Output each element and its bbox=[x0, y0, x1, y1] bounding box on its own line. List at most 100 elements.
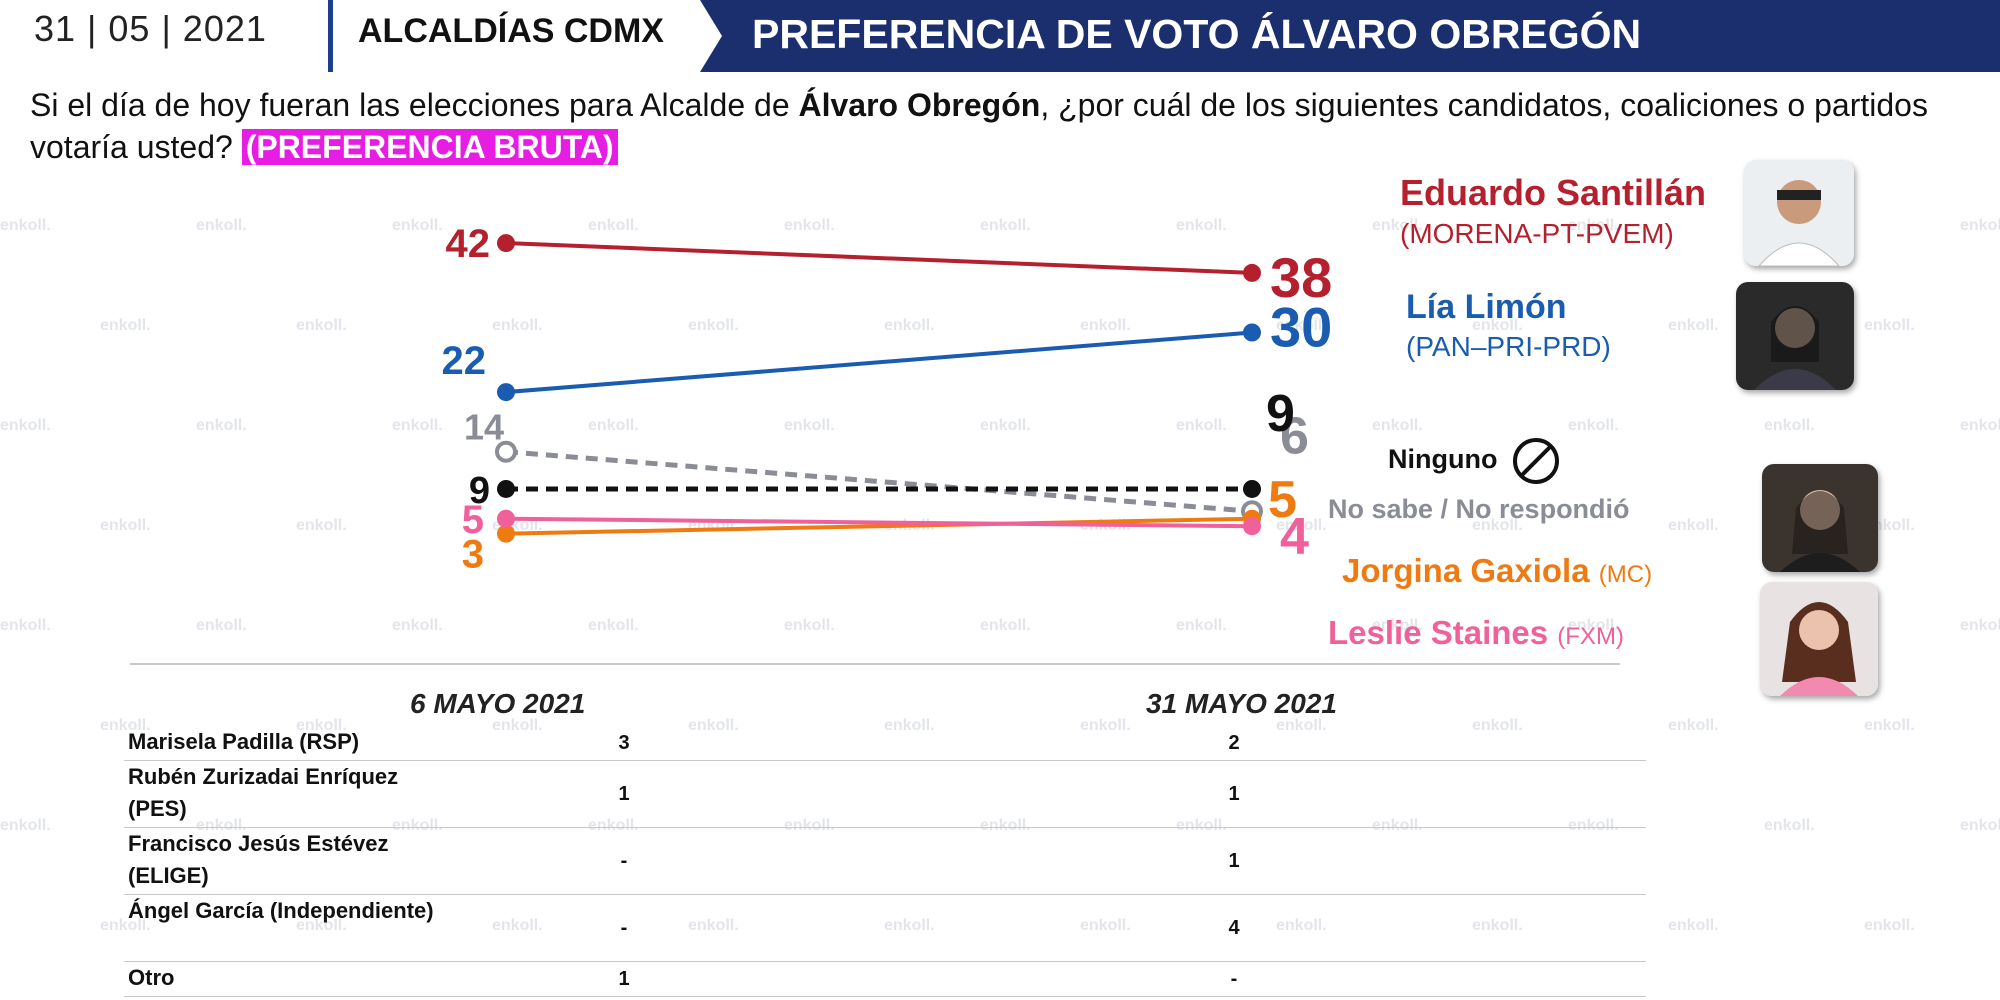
watermark-text: enkoll. bbox=[588, 817, 639, 834]
table-row: Otro 1 - bbox=[124, 962, 1646, 997]
value-may-6: 3 bbox=[618, 732, 630, 754]
legend-ninguno: Ninguno bbox=[1388, 436, 1561, 486]
watermark-text: enkoll. bbox=[1668, 917, 1719, 934]
watermark-text: enkoll. bbox=[0, 417, 51, 434]
watermark-text: enkoll. bbox=[1276, 517, 1327, 534]
watermark-text: enkoll. bbox=[0, 817, 51, 834]
person-icon bbox=[1760, 582, 1878, 696]
series-point bbox=[497, 479, 515, 498]
value-may-6: 1 bbox=[618, 783, 630, 805]
watermark-text: enkoll. bbox=[1276, 317, 1327, 334]
watermark-text: enkoll. bbox=[784, 217, 835, 234]
watermark-text: enkoll. bbox=[1864, 917, 1915, 934]
watermark-text: enkoll. bbox=[884, 917, 935, 934]
watermark-text: enkoll. bbox=[196, 817, 247, 834]
candidate-name: Rubén Zurizadai Enríquez (PES) bbox=[128, 764, 399, 821]
candidate-name: Ángel García (Independiente) bbox=[128, 898, 434, 923]
data-label: 4 bbox=[1280, 508, 1309, 566]
watermark-text: enkoll. bbox=[1668, 517, 1719, 534]
watermark-text: enkoll. bbox=[392, 417, 443, 434]
watermark-text: enkoll. bbox=[884, 717, 935, 734]
table-row: Ángel García (Independiente) - 4 bbox=[124, 895, 1646, 962]
data-label: 42 bbox=[446, 222, 491, 266]
series-line bbox=[505, 516, 1253, 536]
value-may-31: - bbox=[1230, 968, 1238, 990]
watermark-text: enkoll. bbox=[1568, 417, 1619, 434]
watermark-text: enkoll. bbox=[1372, 817, 1423, 834]
legend-staines-party: (FXM) bbox=[1557, 623, 1624, 650]
watermark-text: enkoll. bbox=[980, 817, 1031, 834]
legend-limon: Lía Limón (PAN–PRI-PRD) bbox=[1406, 288, 1611, 363]
series-point bbox=[1243, 263, 1261, 282]
watermark-text: enkoll. bbox=[784, 417, 835, 434]
candidate-name: Otro bbox=[128, 965, 175, 990]
watermark-text: enkoll. bbox=[196, 217, 247, 234]
data-label: 22 bbox=[442, 339, 487, 383]
candidate-name: Marisela Padilla (RSP) bbox=[128, 729, 360, 754]
photo-santillan bbox=[1744, 160, 1854, 266]
data-label: 3 bbox=[462, 533, 484, 577]
report-date: 31 | 05 | 2021 bbox=[34, 8, 267, 49]
watermark-text: enkoll. bbox=[688, 717, 739, 734]
other-candidates-table: Marisela Padilla (RSP) 3 2 Rubén Zurizadai … bbox=[124, 726, 1646, 997]
legend-gaxiola-party: (MC) bbox=[1598, 561, 1653, 588]
watermark-text: enkoll. bbox=[1176, 217, 1227, 234]
section-title: ALCALDÍAS CDMX bbox=[358, 12, 664, 50]
value-may-31: 1 bbox=[1228, 783, 1240, 805]
watermark-text: enkoll. bbox=[1568, 217, 1619, 234]
watermark-text: enkoll. bbox=[392, 617, 443, 634]
watermark-text: enkoll. bbox=[980, 417, 1031, 434]
watermark-text: enkoll. bbox=[1372, 417, 1423, 434]
watermark-text: enkoll. bbox=[1864, 717, 1915, 734]
watermark-text: enkoll. bbox=[0, 617, 51, 634]
legend-staines: Leslie Staines (FXM) bbox=[1328, 614, 1624, 652]
watermark-text: enkoll. bbox=[1568, 817, 1619, 834]
watermark-text: enkoll. bbox=[1176, 417, 1227, 434]
legend-staines-name: Leslie Staines bbox=[1328, 614, 1549, 651]
watermark-text: enkoll. bbox=[1080, 717, 1131, 734]
value-may-6: - bbox=[620, 917, 628, 939]
watermark-text: enkoll. bbox=[588, 417, 639, 434]
watermark-text: enkoll. bbox=[1864, 317, 1915, 334]
photo-staines bbox=[1760, 582, 1878, 696]
prohibited-icon bbox=[1512, 438, 1559, 484]
data-label: 30 bbox=[1270, 296, 1332, 359]
legend-nosabe: No sabe / No respondió bbox=[1328, 494, 1630, 524]
legend-limon-party: (PAN–PRI-PRD) bbox=[1406, 331, 1611, 362]
watermark-text: enkoll. bbox=[1080, 317, 1131, 334]
watermark-text: enkoll. bbox=[784, 817, 835, 834]
watermark-text: enkoll. bbox=[100, 517, 151, 534]
data-label: 6 bbox=[1280, 407, 1309, 465]
watermark-text: enkoll. bbox=[588, 617, 639, 634]
watermark-text: enkoll. bbox=[884, 317, 935, 334]
watermark-text: enkoll. bbox=[688, 917, 739, 934]
watermark-text: enkoll. bbox=[980, 617, 1031, 634]
data-label: 14 bbox=[464, 407, 504, 448]
watermark-text: enkoll. bbox=[100, 917, 151, 934]
watermark-text: enkoll. bbox=[1960, 217, 2000, 234]
legend-santillan: Eduardo Santillán (MORENA-PT-PVEM) bbox=[1400, 172, 1706, 250]
watermark-text: enkoll. bbox=[196, 417, 247, 434]
series-point bbox=[497, 234, 515, 253]
watermark-text: enkoll. bbox=[1764, 417, 1815, 434]
question-municipality: Álvaro Obregón bbox=[798, 87, 1041, 123]
legend-santillan-name: Eduardo Santillán bbox=[1400, 172, 1707, 213]
person-icon bbox=[1744, 160, 1854, 266]
watermark-text: enkoll. bbox=[1960, 417, 2000, 434]
value-may-6: 1 bbox=[618, 968, 630, 990]
series-line bbox=[505, 516, 1253, 529]
data-label: 38 bbox=[1270, 246, 1332, 309]
value-may-31: 4 bbox=[1228, 917, 1240, 939]
series-line bbox=[505, 449, 1253, 514]
watermark-text: enkoll. bbox=[296, 317, 347, 334]
table-row: Francisco Jesús Estévez (ELIGE) - 1 bbox=[124, 828, 1646, 895]
legend-gaxiola-name: Jorgina Gaxiola bbox=[1342, 552, 1590, 589]
series-point bbox=[1243, 479, 1261, 498]
watermark-text: enkoll. bbox=[1276, 917, 1327, 934]
watermark-text: enkoll. bbox=[0, 217, 51, 234]
watermark-text: enkoll. bbox=[1472, 917, 1523, 934]
photo-limon bbox=[1736, 282, 1854, 390]
watermark-text: enkoll. bbox=[1276, 717, 1327, 734]
watermark-text: enkoll. bbox=[588, 217, 639, 234]
